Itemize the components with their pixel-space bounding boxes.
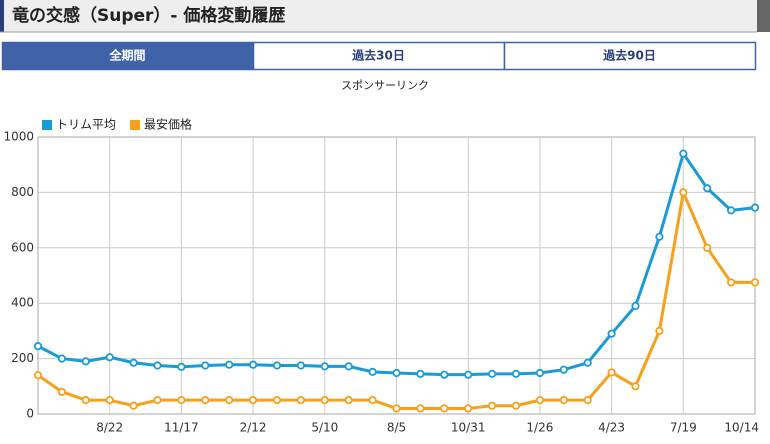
y-tick-label: 1000 — [3, 130, 34, 144]
point — [440, 404, 449, 413]
y-tick-label: 0 — [26, 407, 34, 421]
point — [81, 396, 90, 405]
point — [655, 232, 664, 241]
point — [320, 396, 329, 405]
point — [296, 396, 305, 405]
point — [559, 365, 568, 374]
point — [249, 360, 258, 369]
x-tick-label: 8/5 — [387, 421, 406, 435]
point — [177, 362, 186, 372]
legend-label: 最安価格 — [144, 117, 192, 132]
legend-swatch — [42, 120, 52, 130]
point — [750, 278, 760, 287]
x-tick-label: 1/26 — [526, 421, 553, 435]
legend-label: トリム平均 — [56, 118, 116, 132]
point — [33, 342, 43, 351]
point — [726, 278, 736, 287]
point — [344, 362, 353, 371]
point — [57, 354, 67, 363]
point — [368, 367, 377, 376]
point — [201, 396, 210, 405]
point — [607, 368, 616, 377]
point — [201, 361, 210, 370]
plot-frame — [37, 136, 756, 415]
point — [129, 401, 138, 410]
point — [703, 184, 712, 193]
point — [249, 396, 258, 405]
point — [487, 369, 497, 378]
sponsor-label: スポンサーリンク — [341, 79, 429, 92]
point — [535, 396, 545, 405]
point — [487, 401, 497, 410]
x-tick-label: 10/14 — [724, 421, 759, 435]
tab-label[interactable]: 過去30日 — [351, 48, 405, 63]
point — [750, 203, 760, 212]
point — [344, 396, 353, 405]
header-bar — [0, 0, 757, 32]
x-tick-label: 8/22 — [96, 421, 123, 435]
point — [416, 404, 425, 413]
tab[interactable] — [252, 41, 506, 71]
point — [225, 396, 234, 405]
point — [583, 396, 592, 405]
point — [105, 396, 114, 405]
x-tick-label: 2/12 — [240, 421, 267, 435]
chart: 0 200 400 600 800 1000 8/22 11/17 2/12 5/10 8/5 10/… — [3, 117, 760, 435]
x-tick-label: 5/10 — [311, 421, 338, 435]
tab-label[interactable]: 過去90日 — [602, 48, 656, 63]
point — [320, 362, 329, 371]
point — [607, 329, 616, 338]
point — [81, 357, 90, 366]
point — [631, 382, 640, 391]
point — [392, 404, 401, 413]
point — [105, 353, 114, 362]
point — [679, 188, 688, 197]
x-tick-label: 10/31 — [451, 421, 486, 435]
x-tick-label: 11/17 — [164, 421, 199, 435]
point — [57, 387, 67, 396]
point — [535, 368, 545, 378]
point — [177, 396, 186, 405]
point — [153, 396, 162, 405]
point — [272, 396, 282, 405]
point — [559, 396, 568, 405]
point — [679, 149, 688, 158]
point — [464, 404, 473, 413]
point — [153, 361, 162, 370]
point — [655, 326, 664, 335]
tab[interactable] — [503, 41, 757, 71]
point — [296, 361, 305, 370]
point — [440, 370, 449, 379]
point — [726, 206, 736, 215]
point — [511, 401, 521, 410]
y-tick-label: 600 — [11, 240, 34, 254]
y-tick-label: 400 — [11, 296, 34, 310]
point — [464, 370, 473, 379]
page-title: 竜の交感（Super）- 価格変動履歴 — [12, 5, 285, 26]
header-accent — [0, 0, 4, 32]
point — [33, 371, 43, 380]
side-bar — [757, 0, 770, 32]
y-tick-label: 800 — [11, 185, 34, 199]
point — [416, 369, 425, 378]
tab-label[interactable]: 全期間 — [108, 48, 145, 63]
x-tick-label: 4/23 — [598, 421, 625, 435]
x-tick-label: 7/19 — [670, 421, 697, 435]
point — [129, 358, 138, 367]
point — [225, 360, 234, 369]
y-tick-label: 200 — [11, 351, 34, 365]
point — [703, 243, 712, 252]
point — [392, 368, 401, 378]
point — [511, 369, 521, 378]
point — [583, 358, 592, 367]
tab[interactable] — [1, 41, 255, 71]
point — [631, 301, 640, 311]
point — [272, 361, 282, 370]
point — [368, 396, 377, 405]
legend-swatch — [130, 120, 141, 130]
tabs: 全期間 過去30日 過去90日 — [1, 41, 757, 71]
